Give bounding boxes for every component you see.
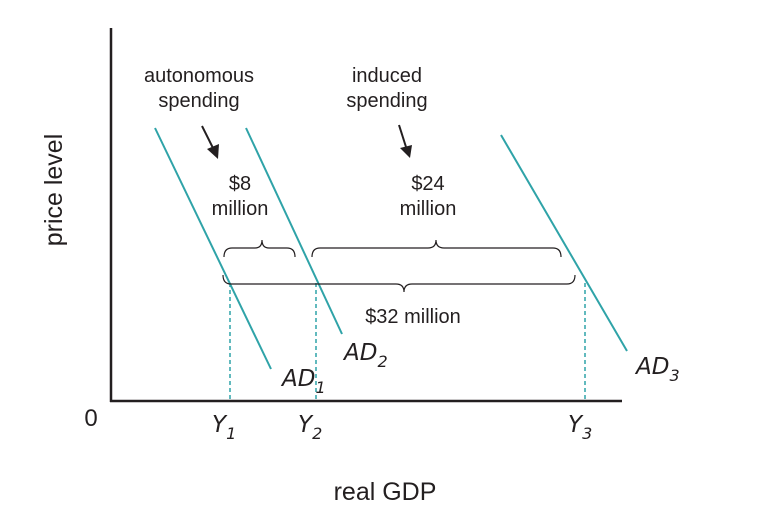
autonomous-arrow <box>201 125 219 159</box>
total-brace <box>222 274 576 293</box>
induced-label-line1: induced <box>352 65 422 87</box>
y1-tick-label: Y1 <box>212 412 236 443</box>
origin-label: 0 <box>84 405 97 432</box>
autonomous-label-line2: spending <box>158 90 239 112</box>
autonomous-amount-line2: million <box>212 198 269 220</box>
total-amount-label: $32 million <box>365 306 461 328</box>
induced-label-line2: spending <box>346 90 427 112</box>
autonomous-label-line1: autonomous <box>144 65 254 87</box>
y-axis-title: price level <box>40 134 68 247</box>
ad3-label: AD3 <box>634 354 680 385</box>
induced-amount-line1: $24 <box>411 173 444 195</box>
ad1-label: AD1 <box>280 366 326 397</box>
ad2-label: AD2 <box>342 340 388 371</box>
x-axis-title: real GDP <box>334 478 437 506</box>
ad1-curve <box>154 127 272 370</box>
y3-tick-label: Y3 <box>568 412 592 443</box>
autonomous-brace <box>223 239 296 258</box>
autonomous-amount-line1: $8 <box>229 173 251 195</box>
ad2-curve <box>245 127 343 335</box>
ad3-curve <box>500 134 628 352</box>
y2-tick-label: Y2 <box>298 412 322 443</box>
induced-amount-line2: million <box>400 198 457 220</box>
induced-brace <box>311 239 562 258</box>
induced-arrow <box>398 124 412 158</box>
